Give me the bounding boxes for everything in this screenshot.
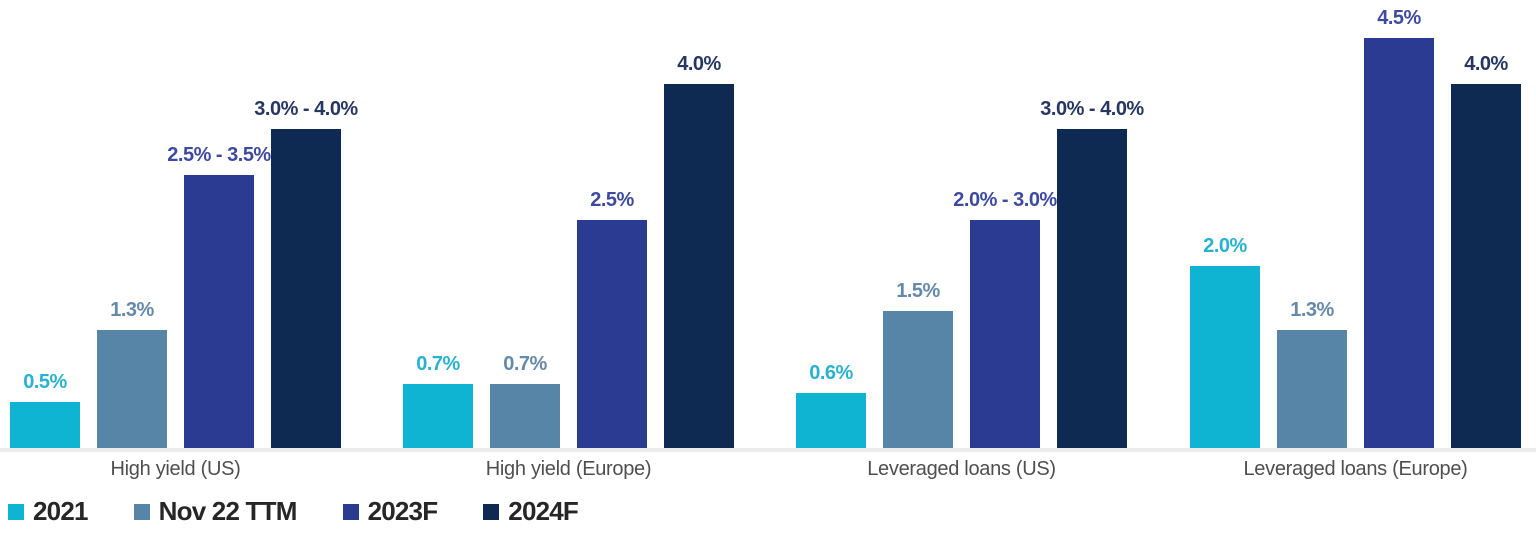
bar-2024f-leveraged-loans-us: 3.0% - 4.0% bbox=[1040, 98, 1144, 448]
legend-swatch-2023f bbox=[342, 503, 359, 520]
bar-group-high-yield-europe: 0.7% 0.7% 2.5% 4.0% bbox=[403, 53, 734, 448]
legend: 2021 Nov 22 TTM 2023F 2024F bbox=[8, 496, 579, 527]
bar-group-high-yield-us: 0.5% 1.3% 2.5% - 3.5% 3.0% - 4.0% bbox=[10, 98, 358, 448]
legend-label-nov-22-ttm: Nov 22 TTM bbox=[158, 496, 298, 526]
category-label-high-yield-europe: High yield (Europe) bbox=[485, 458, 652, 480]
bar-value-label: 0.5% bbox=[23, 371, 67, 393]
legend-label-2024f: 2024F bbox=[508, 496, 579, 526]
bar-2023f-high-yield-us: 2.5% - 3.5% bbox=[167, 144, 271, 448]
bar-group-leveraged-loans-europe: 2.0% 1.3% 4.5% 4.0% bbox=[1190, 7, 1521, 448]
bar-nov-22-ttm-high-yield-us: 1.3% bbox=[97, 299, 167, 448]
bar-nov-22-ttm-leveraged-loans-us: 1.5% bbox=[883, 280, 953, 448]
bar-2023f-high-yield-europe: 2.5% bbox=[577, 189, 647, 448]
bar-value-label: 0.7% bbox=[416, 353, 460, 375]
bar-value-label: 0.6% bbox=[809, 362, 853, 384]
bar-nov-22-ttm-leveraged-loans-europe: 1.3% bbox=[1277, 299, 1347, 448]
bar-2024f-high-yield-europe: 4.0% bbox=[664, 53, 734, 448]
bar-2024f-leveraged-loans-europe: 4.0% bbox=[1451, 53, 1521, 448]
bar-2023f-leveraged-loans-europe: 4.5% bbox=[1364, 7, 1434, 448]
bar-value-label: 1.3% bbox=[110, 299, 154, 321]
bar-value-label: 3.0% - 4.0% bbox=[254, 98, 358, 120]
bar-value-label: 2.5% bbox=[590, 189, 634, 211]
bar-2023f-leveraged-loans-us: 2.0% - 3.0% bbox=[953, 189, 1057, 448]
legend-item-2023f: 2023F bbox=[342, 496, 439, 527]
bar-value-label: 1.3% bbox=[1290, 299, 1334, 321]
bar-2024f-high-yield-us: 3.0% - 4.0% bbox=[254, 98, 358, 448]
bar-value-label: 4.0% bbox=[677, 53, 721, 75]
x-axis-line bbox=[0, 448, 1536, 452]
bar-value-label: 2.0% bbox=[1203, 235, 1247, 257]
category-label-leveraged-loans-europe: Leveraged loans (Europe) bbox=[1243, 458, 1468, 480]
bar-value-label: 2.0% - 3.0% bbox=[953, 189, 1057, 211]
bar-2021-high-yield-us: 0.5% bbox=[10, 371, 80, 448]
legend-label-2021: 2021 bbox=[33, 496, 88, 526]
bar-value-label: 4.5% bbox=[1377, 7, 1421, 29]
category-label-high-yield-us: High yield (US) bbox=[110, 458, 241, 480]
legend-swatch-nov-22-ttm bbox=[133, 503, 150, 520]
bar-value-label: 0.7% bbox=[503, 353, 547, 375]
bar-2021-leveraged-loans-europe: 2.0% bbox=[1190, 235, 1260, 448]
bar-nov-22-ttm-high-yield-europe: 0.7% bbox=[490, 353, 560, 448]
legend-swatch-2021 bbox=[8, 503, 24, 520]
bar-2021-leveraged-loans-us: 0.6% bbox=[796, 362, 866, 448]
legend-label-2023f: 2023F bbox=[367, 496, 439, 526]
bar-group-leveraged-loans-us: 0.6% 1.5% 2.0% - 3.0% 3.0% - 4.0% bbox=[796, 98, 1144, 448]
bar-value-label: 4.0% bbox=[1464, 53, 1508, 75]
legend-item-2021: 2021 bbox=[8, 496, 88, 527]
bar-2021-high-yield-europe: 0.7% bbox=[403, 353, 473, 448]
legend-swatch-2024f bbox=[483, 503, 500, 520]
bar-value-label: 1.5% bbox=[896, 280, 940, 302]
legend-item-2024f: 2024F bbox=[483, 496, 579, 527]
bar-value-label: 3.0% - 4.0% bbox=[1040, 98, 1144, 120]
bar-value-label: 2.5% - 3.5% bbox=[167, 144, 271, 166]
category-label-leveraged-loans-us: Leveraged loans (US) bbox=[867, 458, 1056, 480]
legend-item-nov-22-ttm: Nov 22 TTM bbox=[133, 496, 298, 527]
